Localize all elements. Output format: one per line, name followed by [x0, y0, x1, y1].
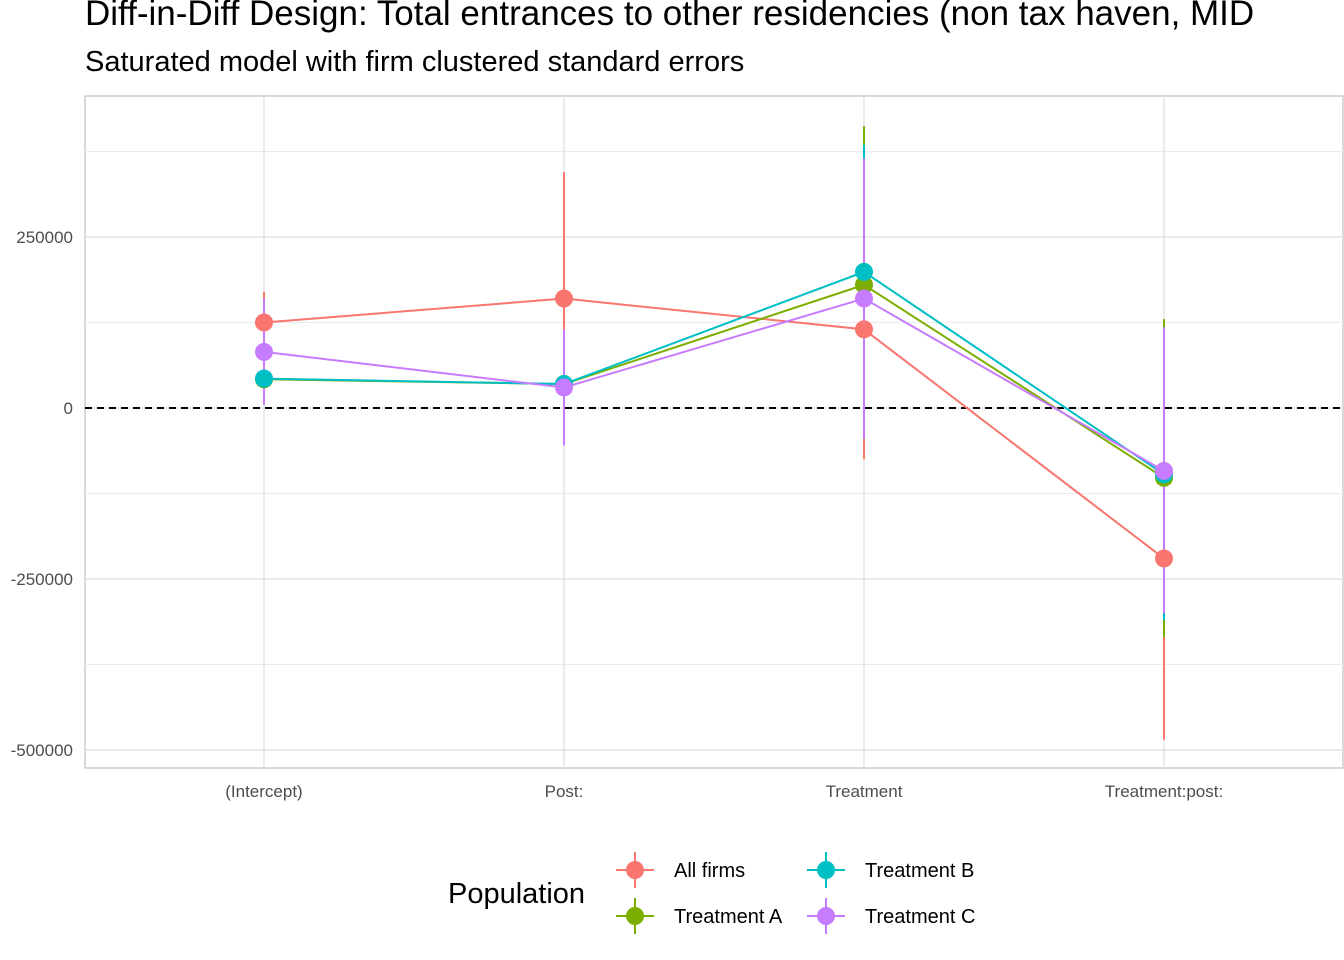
legend-label: All firms	[674, 860, 745, 882]
chart-subtitle: Saturated model with firm clustered stan…	[85, 46, 745, 78]
legend-key-point	[626, 907, 644, 925]
legend-label: Treatment C	[865, 906, 975, 928]
series-line	[263, 297, 1165, 560]
chart-title: Diff-in-Diff Design: Total entrances to …	[85, 0, 1255, 33]
data-point	[255, 313, 273, 332]
series-line	[263, 270, 1165, 476]
axis-layer: 250000 0 -250000 -500000 (Intercept) Post: Tre…	[11, 228, 1224, 801]
data-point	[1155, 549, 1173, 568]
data-point	[555, 289, 573, 308]
series-layer	[85, 126, 1343, 740]
legend-item: Treatment A	[616, 898, 783, 934]
grid-layer	[84, 95, 1344, 769]
legend-item: All firms	[616, 852, 745, 888]
data-point	[255, 369, 273, 388]
x-tick-label: Treatment:post:	[1105, 782, 1223, 801]
data-point	[855, 275, 873, 294]
x-tick-label: Post:	[545, 782, 584, 801]
y-tick-label: -500000	[11, 741, 73, 760]
legend-title: Population	[448, 878, 585, 910]
y-tick-label: 250000	[16, 228, 73, 247]
legend: Population All firms Treatment A Treatment …	[448, 852, 975, 934]
data-point	[255, 342, 273, 361]
data-point	[555, 378, 573, 397]
data-point	[1155, 461, 1173, 480]
y-tick-label: -250000	[11, 570, 73, 589]
x-tick-label: Treatment	[826, 782, 903, 801]
legend-key-point	[817, 907, 835, 925]
legend-item: Treatment C	[807, 898, 975, 934]
legend-label: Treatment B	[865, 860, 974, 882]
data-point	[855, 289, 873, 308]
data-point	[855, 320, 873, 339]
panel-border	[84, 95, 1344, 769]
legend-key-point	[817, 861, 835, 879]
legend-label: Treatment A	[674, 906, 783, 928]
series-line	[263, 297, 1165, 472]
y-tick-label: 0	[64, 399, 73, 418]
x-tick-label: (Intercept)	[225, 782, 302, 801]
legend-key-point	[626, 861, 644, 879]
data-point	[855, 262, 873, 281]
legend-item: Treatment B	[807, 852, 974, 888]
